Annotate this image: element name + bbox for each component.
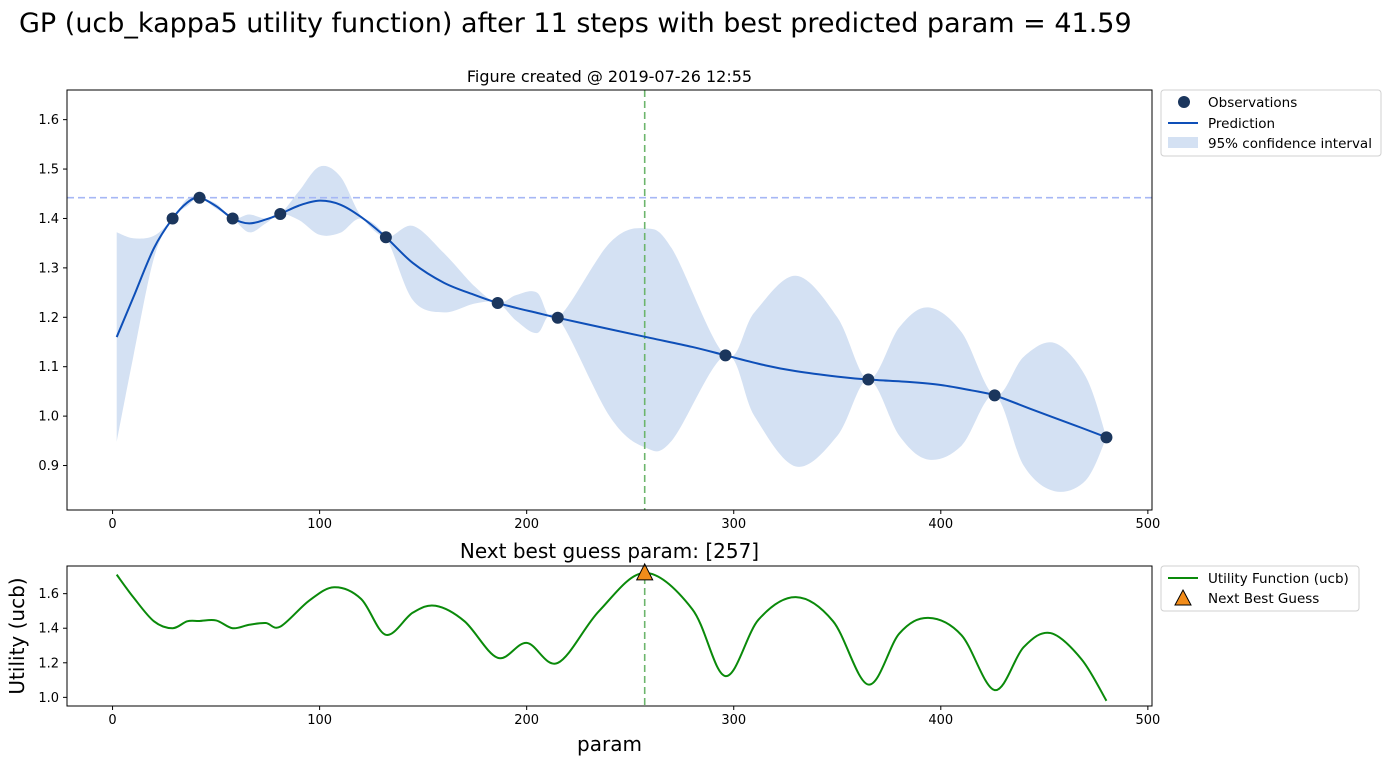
gp-legend: Observations Prediction 95% confidence i… [1160, 89, 1382, 157]
observation-point [166, 212, 179, 225]
observation-point [193, 191, 206, 204]
y-tick-label: 1.6 [38, 587, 59, 602]
y-tick-label: 1.0 [38, 691, 59, 706]
next-best-guess-legend-label: Next Best Guess [1208, 591, 1319, 607]
observations-legend-marker [1178, 96, 1190, 108]
y-tick-label: 1.2 [38, 311, 59, 326]
prediction-line [115, 196, 1107, 439]
y-tick-label: 1.6 [38, 113, 59, 128]
next-best-guess-legend-marker [1174, 588, 1192, 606]
y-tick-label: 1.5 [38, 163, 59, 178]
gp-legend-frame [1160, 89, 1382, 157]
x-tick-label: 300 [721, 713, 746, 728]
y-tick-label: 1.1 [38, 360, 59, 375]
utility-legend-frame [1160, 565, 1360, 612]
observation-point [379, 231, 392, 244]
x-tick-label: 100 [307, 713, 332, 728]
utility-plot-ylabel: Utility (ucb) [5, 577, 29, 694]
x-tick-label: 400 [928, 517, 953, 532]
observation-point [551, 311, 564, 324]
x-tick-label: 500 [1135, 713, 1160, 728]
y-tick-label: 1.2 [38, 656, 59, 671]
x-tick-label: 0 [108, 713, 116, 728]
x-tick-label: 200 [514, 713, 539, 728]
x-tick-label: 200 [514, 517, 539, 532]
x-tick-label: 500 [1135, 517, 1160, 532]
utility-line [115, 571, 1108, 702]
gp-plot-frame [66, 89, 1153, 511]
observation-point [491, 296, 504, 309]
utility-plot-title: Next best guess param: [257] [460, 539, 759, 563]
x-tick-label: 100 [307, 517, 332, 532]
utility-plot-axes: Next best guess param: [257] 0 100 200 300 4… [5, 539, 1160, 756]
observation-point [862, 373, 875, 386]
x-tick-label: 400 [928, 713, 953, 728]
gp-plot-area [67, 90, 1152, 510]
x-tick-label: 300 [721, 517, 746, 532]
observation-point [274, 208, 287, 221]
gp-plot-axes: Figure created @ 2019-07-26 12:55 0 100 20… [38, 67, 1160, 532]
y-tick-label: 0.9 [38, 459, 59, 474]
gp-plot-ticks: 0 100 200 300 400 500 0.9 1.0 1.1 1.2 1.3 1.4 1.5 1.6 [38, 113, 1160, 532]
observation-point [226, 212, 239, 225]
y-tick-label: 1.0 [38, 410, 59, 425]
observation-point [719, 349, 732, 362]
utility-plot-xlabel: param [577, 732, 642, 756]
y-tick-label: 1.4 [38, 212, 59, 227]
utility-legend: Utility Function (ucb) Next Best Guess [1160, 565, 1360, 612]
utility-legend-label: Utility Function (ucb) [1208, 571, 1349, 587]
prediction-legend-label: Prediction [1208, 116, 1275, 132]
confidence-legend-patch [1168, 137, 1198, 148]
observation-point [988, 389, 1001, 402]
utility-plot-frame [66, 565, 1153, 707]
observation-point [1100, 431, 1113, 444]
y-tick-label: 1.3 [38, 261, 59, 276]
utility-plot-area [115, 562, 1108, 706]
figure-title: GP (ucb_kappa5 utility function) after 1… [19, 8, 1132, 39]
confidence-legend-label: 95% confidence interval [1208, 136, 1372, 152]
y-tick-label: 1.4 [38, 622, 59, 637]
utility-plot-ticks: 0 100 200 300 400 500 1.0 1.2 1.4 1.6 [38, 587, 1160, 728]
observations-legend-label: Observations [1208, 95, 1297, 111]
gp-plot-title: Figure created @ 2019-07-26 12:55 [467, 67, 752, 86]
x-tick-label: 0 [108, 517, 116, 532]
next-best-guess-marker [635, 562, 654, 581]
